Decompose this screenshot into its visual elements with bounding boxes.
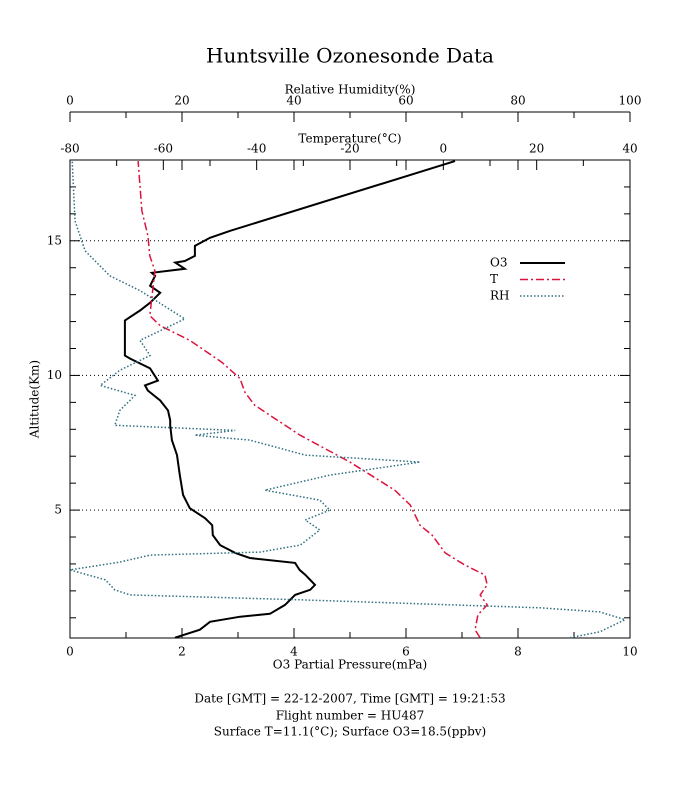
x2-tick-label: 20 [529, 142, 544, 156]
x-tick-label: 6 [402, 645, 410, 659]
legend-label: RH [490, 289, 510, 303]
legend-label: O3 [490, 256, 507, 270]
legend-label: T [490, 272, 498, 286]
footer-line: Date [GMT] = 22-12-2007, Time [GMT] = 19… [194, 692, 505, 706]
chart-title: Huntsville Ozonesonde Data [206, 44, 494, 68]
x3-tick-label: 40 [286, 94, 301, 108]
x3-tick-label: 80 [510, 94, 525, 108]
x2-tick-label: -40 [247, 142, 266, 156]
x-tick-label: 2 [178, 645, 186, 659]
x3-tick-label: 100 [619, 94, 642, 108]
x-axis-label: O3 Partial Pressure(mPa) [273, 658, 427, 672]
x2-axis-label: Temperature(°C) [298, 132, 401, 146]
y-tick-label: 5 [54, 503, 62, 517]
x3-tick-label: 20 [174, 94, 189, 108]
x3-tick-label: 60 [398, 94, 413, 108]
series-line [69, 161, 628, 639]
footer-line: Surface T=11.1(°C); Surface O3=18.5(ppbv… [214, 725, 486, 739]
x2-tick-label: -20 [340, 142, 359, 156]
x-tick-label: 0 [66, 645, 74, 659]
y-tick-label: 15 [47, 233, 62, 247]
series-line [123, 160, 456, 639]
x-tick-label: 4 [290, 645, 298, 659]
footer-line: Flight number = HU487 [276, 709, 425, 723]
x2-tick-label: 0 [440, 142, 448, 156]
y-axis-label: Altitude(Km) [28, 360, 42, 439]
y-tick-label: 10 [47, 368, 62, 382]
x-tick-label: 8 [514, 645, 522, 659]
x2-tick-label: 40 [622, 142, 637, 156]
x-tick-label: 10 [622, 645, 637, 659]
x3-axis-label: Relative Humidity(%) [285, 83, 416, 97]
x2-tick-label: -80 [60, 142, 79, 156]
x2-tick-label: -60 [154, 142, 173, 156]
x3-tick-label: 0 [66, 94, 74, 108]
